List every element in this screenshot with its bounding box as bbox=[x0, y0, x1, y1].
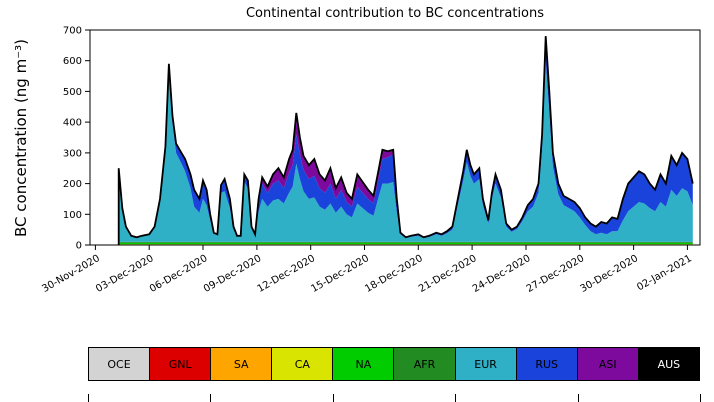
legend-row2-border bbox=[210, 394, 212, 402]
legend-label: GNL bbox=[168, 357, 192, 371]
legend-item-afr: AFR bbox=[393, 347, 456, 381]
x-tick-label: 21-Dec-2020 bbox=[417, 253, 479, 295]
legend-label: RUS bbox=[535, 357, 559, 371]
legend: OCE GNL SA CA NA AFR EUR RUS ASI AUS bbox=[88, 347, 700, 381]
legend-label: EUR bbox=[474, 357, 497, 371]
legend-label: AUS bbox=[657, 357, 681, 371]
y-tick-label: 100 bbox=[63, 210, 82, 221]
x-tick-label: 09-Dec-2020 bbox=[202, 253, 264, 295]
legend-label: AFR bbox=[413, 357, 436, 371]
area-rus bbox=[118, 36, 693, 239]
legend-item-asi: ASI bbox=[576, 347, 639, 381]
area-na bbox=[118, 242, 693, 245]
legend-label: CA bbox=[294, 357, 310, 371]
y-tick-label: 500 bbox=[63, 87, 82, 98]
y-tick-label: 0 bbox=[76, 241, 82, 252]
y-tick-label: 600 bbox=[63, 56, 82, 67]
legend-item-aus: AUS bbox=[637, 347, 700, 381]
x-tick-label: 15-Dec-2020 bbox=[309, 253, 371, 295]
legend-item-eur: EUR bbox=[454, 347, 517, 381]
x-tick-label: 03-Dec-2020 bbox=[94, 253, 156, 295]
x-tick-label: 02-Jan-2021 bbox=[635, 253, 694, 293]
legend-row2-border bbox=[577, 394, 579, 402]
x-tick-label: 18-Dec-2020 bbox=[363, 253, 425, 295]
stacked-area-chart: 0 100 200 300 400 500 600 700 30-Nov-202003-Dec-… bbox=[40, 26, 701, 295]
legend-item-ca: CA bbox=[271, 347, 334, 381]
legend-item-oce: OCE bbox=[88, 347, 151, 381]
x-tick-label: 27-Dec-2020 bbox=[525, 253, 587, 295]
legend-label: SA bbox=[233, 357, 249, 371]
x-tick-label: 24-Dec-2020 bbox=[471, 253, 533, 295]
plot-border bbox=[89, 29, 701, 246]
legend-label: NA bbox=[355, 357, 372, 371]
area-eur bbox=[118, 60, 693, 242]
legend-row2-border bbox=[88, 394, 89, 402]
y-tick-label: 200 bbox=[63, 179, 82, 190]
x-tick-label: 30-Nov-2020 bbox=[40, 253, 101, 295]
legend-row2-border bbox=[455, 394, 457, 402]
y-tick-label: 700 bbox=[63, 26, 82, 37]
chart-title: Continental contribution to BC concentra… bbox=[245, 6, 545, 21]
legend-item-sa: SA bbox=[210, 347, 273, 381]
legend-label: ASI bbox=[598, 357, 617, 371]
legend-label: OCE bbox=[107, 357, 131, 371]
y-tick-label: 400 bbox=[63, 118, 82, 129]
legend-row2-border bbox=[332, 394, 334, 402]
legend-item-rus: RUS bbox=[515, 347, 578, 381]
legend-item-na: NA bbox=[332, 347, 395, 381]
x-tick-label: 30-Dec-2020 bbox=[579, 253, 641, 295]
area-afr bbox=[118, 241, 693, 243]
total-line bbox=[117, 36, 694, 245]
legend-row2-border bbox=[700, 394, 701, 402]
x-tick-label: 12-Dec-2020 bbox=[256, 253, 318, 295]
legend-item-gnl: GNL bbox=[149, 347, 212, 381]
x-tick-label: 06-Dec-2020 bbox=[148, 253, 210, 295]
y-tick-label: 300 bbox=[63, 148, 82, 159]
